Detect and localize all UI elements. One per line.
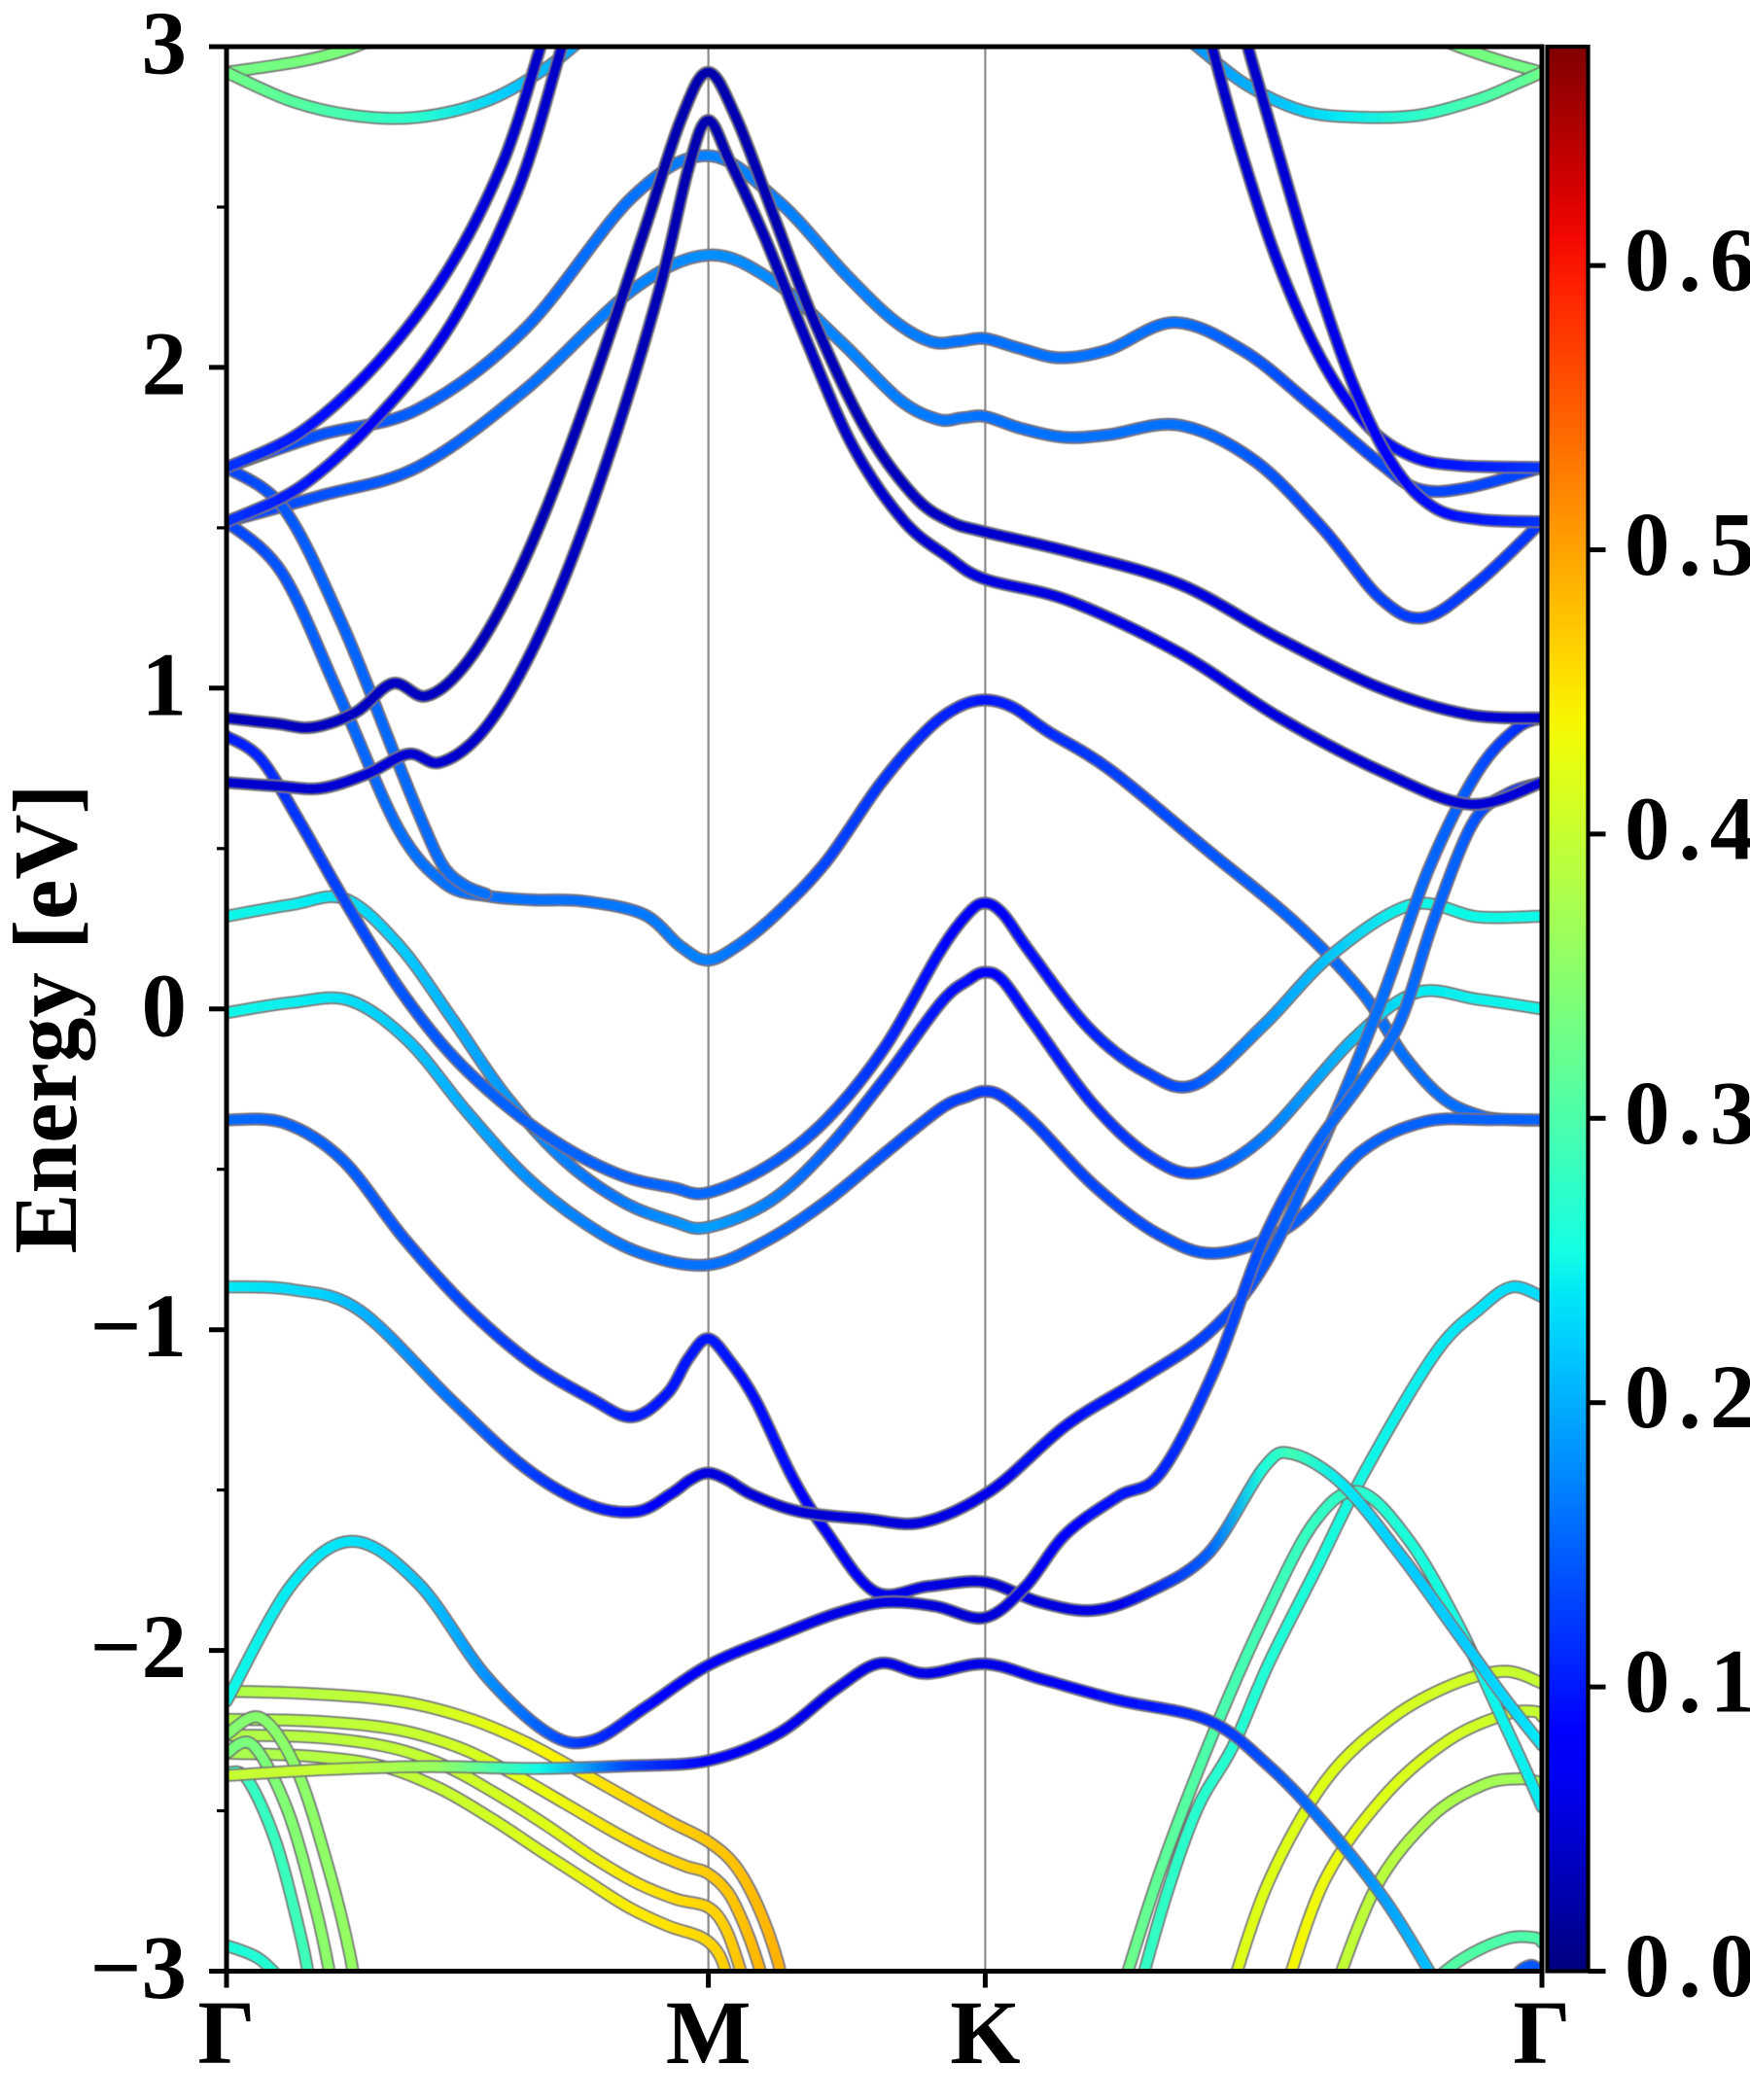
svg-text:Energy [eV]: Energy [eV] [0, 785, 96, 1254]
svg-text:−3: −3 [90, 1918, 188, 2018]
svg-text:Γ: Γ [1513, 1983, 1570, 2083]
svg-text:0.3: 0.3 [1625, 1064, 1750, 1164]
svg-text:M: M [666, 1983, 752, 2083]
svg-text:K: K [950, 1983, 1020, 2083]
svg-text:Γ: Γ [197, 1983, 255, 2083]
svg-text:0.5: 0.5 [1625, 495, 1750, 595]
svg-text:3: 3 [142, 0, 188, 94]
svg-text:0: 0 [142, 956, 188, 1056]
svg-text:1: 1 [142, 635, 188, 735]
svg-text:0.2: 0.2 [1625, 1348, 1750, 1448]
svg-text:0.4: 0.4 [1625, 779, 1750, 879]
svg-text:0.6: 0.6 [1625, 211, 1750, 311]
svg-text:−2: −2 [90, 1597, 188, 1698]
svg-text:0.1: 0.1 [1625, 1632, 1750, 1732]
svg-text:−1: −1 [90, 1277, 188, 1377]
svg-text:0.0: 0.0 [1625, 1916, 1750, 2016]
svg-text:2: 2 [142, 314, 188, 414]
